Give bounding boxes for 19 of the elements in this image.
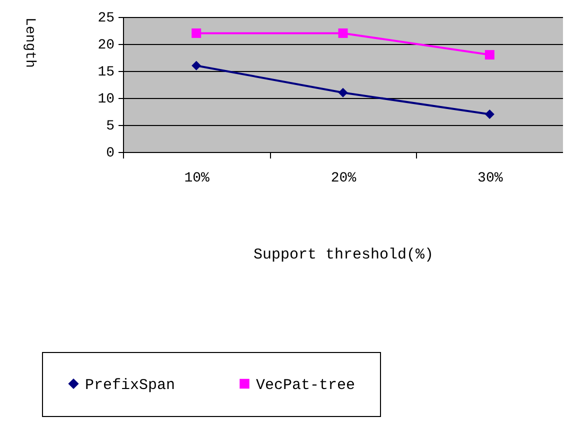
x-tick-label: 30% [478, 170, 504, 186]
y-tick-label: 0 [106, 146, 114, 162]
y-tick-label: 15 [98, 64, 114, 80]
point [484, 50, 494, 60]
y-tick-label: 25 [98, 10, 114, 26]
point [338, 28, 348, 38]
point [338, 88, 348, 98]
y-axis-title: Length [22, 18, 38, 68]
legend-label: VecPat-tree [256, 376, 356, 394]
x-tick-label: 20% [330, 170, 357, 186]
y-tick-label: 10 [98, 92, 114, 108]
y-tick-label: 5 [106, 118, 114, 134]
point [484, 109, 494, 119]
x-tick-label: 10% [184, 170, 210, 186]
point [192, 28, 202, 38]
x-axis-title: Support threshold(%) [253, 246, 434, 264]
y-tick-label: 20 [98, 38, 114, 54]
legend-label: PrefixSpan [85, 376, 176, 394]
point [192, 60, 202, 70]
